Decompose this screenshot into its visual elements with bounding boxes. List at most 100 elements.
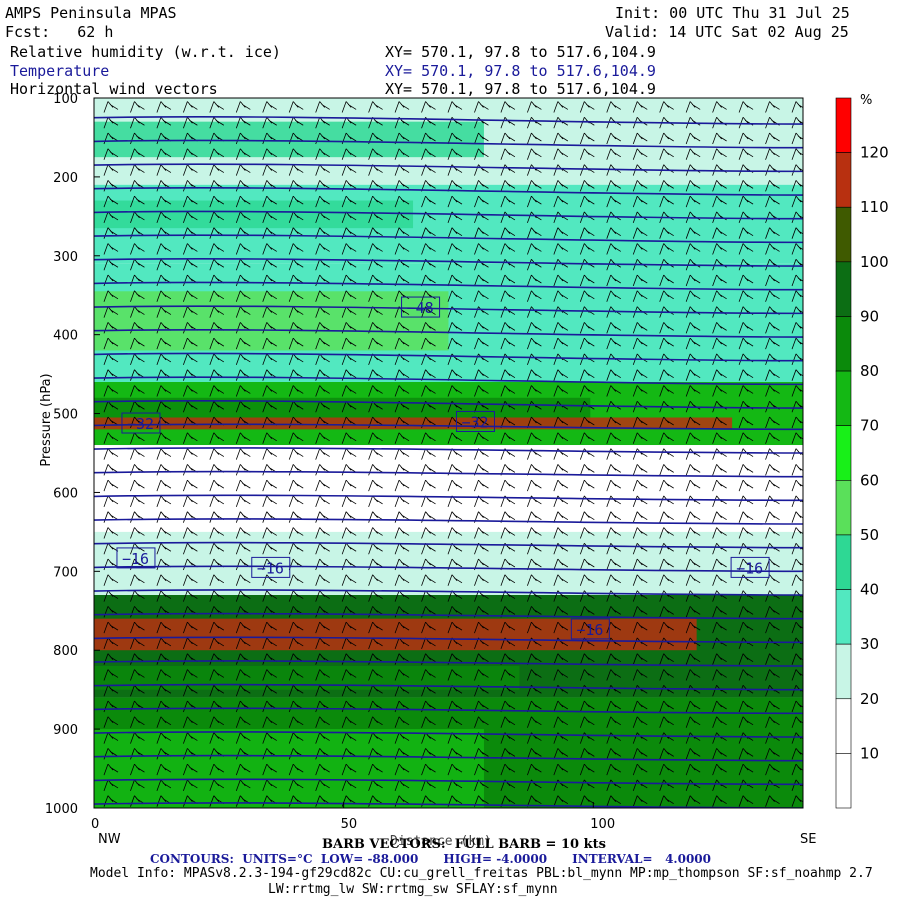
wind-barb: [791, 400, 803, 413]
temperature-contour: [94, 518, 803, 525]
wind-barb: [341, 101, 357, 113]
colorbar-swatch: [835, 643, 852, 700]
wind-barb: [791, 337, 803, 350]
x-tick-label: 0: [91, 817, 99, 832]
wind-barb: [447, 385, 463, 397]
wind-barb: [474, 369, 489, 381]
wind-barb: [103, 716, 119, 728]
wind-barb: [765, 527, 780, 539]
wind-barb: [130, 432, 145, 444]
wind-barb: [262, 211, 277, 224]
wind-barb: [632, 700, 648, 713]
wind-barb: [235, 448, 251, 460]
wind-barb: [500, 385, 516, 397]
wind-barb: [421, 101, 436, 113]
wind-barb: [156, 385, 172, 397]
wind-barb: [659, 558, 674, 571]
wind-barb: [579, 243, 595, 255]
wind-barb: [262, 385, 277, 397]
wind-barb: [262, 448, 277, 460]
wind-barb: [209, 542, 225, 555]
wind-barb: [315, 369, 330, 381]
wind-barb: [632, 511, 648, 523]
temperature-contour: [94, 187, 803, 196]
wind-barb: [235, 621, 251, 634]
wind-barb: [235, 590, 251, 602]
wind-barb: [209, 353, 225, 366]
wind-barb: [315, 148, 330, 160]
y-tick-label: 700: [53, 565, 78, 580]
wind-barb: [527, 432, 542, 444]
wind-barb: [606, 322, 621, 334]
wind-barb: [579, 669, 595, 681]
wind-barb: [553, 180, 569, 192]
wind-barb: [712, 621, 727, 634]
wind-barb: [712, 464, 727, 476]
wind-barb: [791, 322, 803, 334]
rh-band: [94, 618, 697, 651]
wind-barb: [553, 653, 569, 665]
wind-barb: [209, 637, 225, 650]
wind-barb: [103, 385, 119, 397]
wind-barb: [130, 258, 145, 271]
wind-barb: [791, 101, 803, 113]
wind-barb: [500, 479, 516, 492]
wind-barb: [447, 369, 463, 381]
y-tick-label: 900: [53, 723, 78, 738]
wind-barb: [738, 464, 754, 476]
wind-barb: [606, 606, 621, 618]
wind-barb: [130, 385, 145, 397]
wind-barb: [288, 400, 304, 413]
wind-barb: [103, 416, 119, 429]
wind-barb: [368, 195, 383, 208]
wind-barb: [738, 274, 754, 287]
rh-band: [94, 121, 484, 158]
wind-barb: [632, 574, 648, 586]
wind-barb: [341, 542, 357, 555]
wind-barb: [553, 669, 569, 681]
wind-barb: [368, 101, 383, 113]
wind-barb: [262, 116, 277, 129]
wind-barb: [262, 669, 277, 681]
wind-barb: [712, 606, 727, 618]
wind-barb: [156, 448, 172, 460]
wind-barb: [606, 700, 621, 713]
wind-barb: [315, 716, 330, 728]
wind-barb: [500, 669, 516, 681]
contour-label: −16: [576, 621, 603, 639]
wind-barb: [394, 243, 410, 255]
wind-barb: [553, 322, 569, 334]
wind-barb: [341, 621, 357, 634]
wind-barb: [738, 132, 754, 145]
wind-barb: [209, 763, 225, 776]
wind-barb: [606, 337, 621, 350]
y-tick-label: 1000: [45, 802, 78, 817]
wind-barb: [632, 322, 648, 334]
temperature-contour: [94, 139, 803, 149]
wind-barb: [712, 132, 727, 145]
wind-barb: [791, 416, 803, 429]
wind-barb: [738, 795, 754, 807]
field-xy-temperature: XY= 570.1, 97.8 to 517.6,104.9: [385, 62, 656, 80]
wind-barb: [130, 779, 145, 792]
wind-barb: [632, 621, 648, 634]
colorbar-label: 30: [860, 635, 879, 653]
wind-barb: [553, 606, 569, 618]
wind-barb: [659, 243, 674, 255]
wind-barb: [368, 763, 383, 776]
wind-barb: [315, 479, 330, 492]
wind-barb: [103, 621, 119, 634]
wind-barb: [791, 653, 803, 665]
wind-barb: [765, 606, 780, 618]
wind-barb: [262, 101, 277, 113]
wind-barb: [474, 101, 489, 113]
rh-band: [94, 200, 414, 229]
wind-barb: [182, 290, 198, 302]
wind-barb: [553, 195, 569, 208]
wind-barb: [447, 479, 463, 492]
wind-barb: [130, 116, 145, 129]
wind-barb: [447, 243, 463, 255]
wind-barb: [685, 432, 701, 444]
wind-barb: [341, 748, 357, 760]
